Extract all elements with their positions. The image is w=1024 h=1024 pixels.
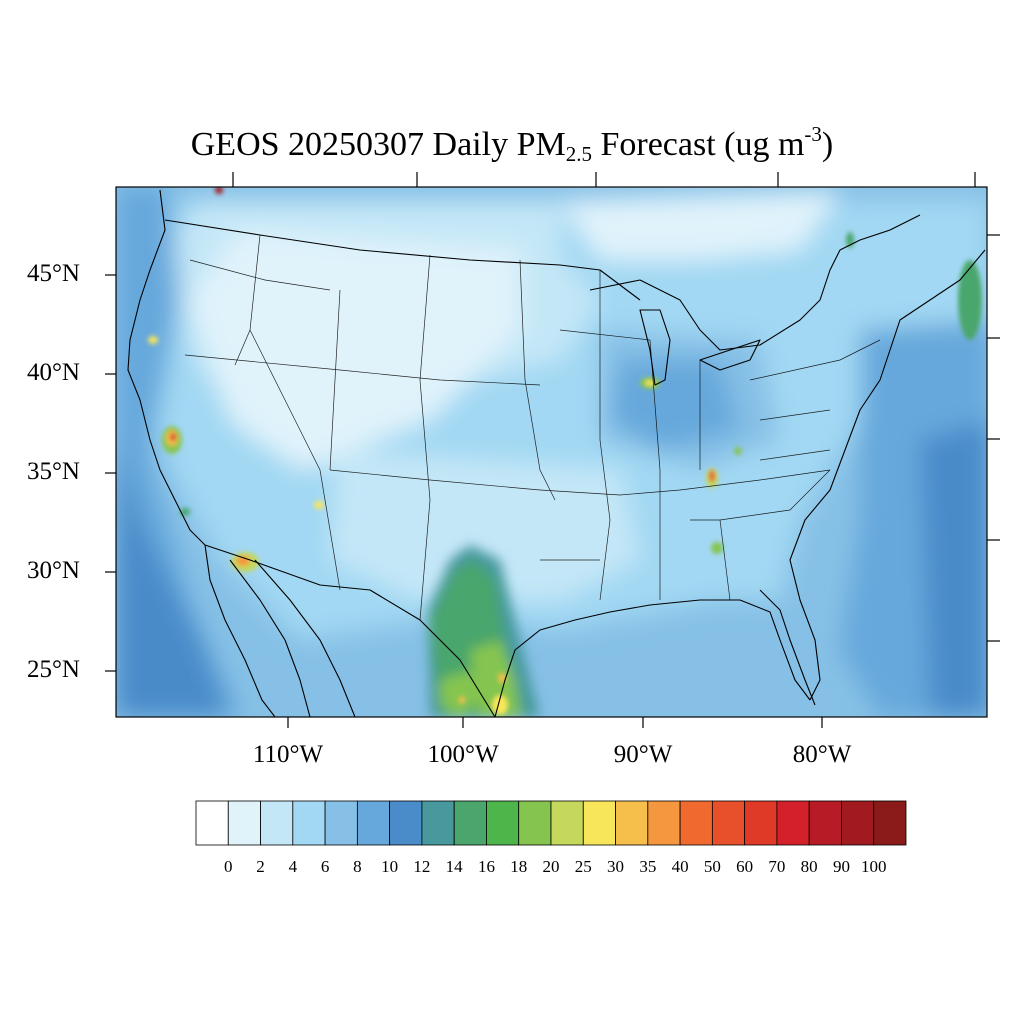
colorbar-swatch [227, 800, 261, 846]
colorbar-tick-label: 20 [542, 857, 560, 876]
colorbar-tick-label: 4 [288, 857, 298, 876]
lat-label-25n: 25°N [26, 656, 80, 683]
map-title: GEOS 20250307 Daily PM2.5 Forecast (ug m… [0, 112, 1024, 176]
colorbar-swatch [421, 800, 455, 846]
colorbar-swatch [615, 800, 649, 846]
colorbar-tick-label: 0 [224, 857, 233, 876]
title-superscript: -3 [804, 122, 822, 146]
colorbar-tick-label: 12 [413, 857, 431, 876]
pm25-field [116, 187, 987, 717]
colorbar-swatch [873, 800, 907, 846]
colorbar-tick-label: 90 [832, 857, 850, 876]
colorbar-tick-label: 100 [860, 857, 887, 876]
colorbar-swatch [808, 800, 842, 846]
lat-label-35n: 35°N [26, 458, 80, 485]
colorbar-swatch [356, 800, 391, 846]
axis-ticks [105, 172, 1000, 728]
colorbar-swatch [582, 800, 616, 846]
colorbar-swatch [776, 800, 810, 846]
colorbar [195, 800, 907, 846]
colorbar-swatch [292, 800, 326, 846]
colorbar-tick-label: 70 [768, 857, 786, 876]
lat-label-40n: 40°N [26, 359, 80, 386]
colorbar-swatch [647, 800, 681, 846]
lat-label-30n: 30°N [26, 557, 80, 584]
colorbar-tick-label: 80 [800, 857, 818, 876]
lon-label-100w: 100°W [427, 741, 499, 768]
colorbar-tick-label: 25 [574, 857, 592, 876]
colorbar-tick-label: 50 [703, 857, 721, 876]
colorbar-swatch [486, 800, 520, 846]
colorbar-swatch [550, 800, 584, 846]
colorbar-tick-label: 2 [256, 857, 265, 876]
title-suffix: ) [821, 126, 834, 163]
colorbar-tick-label: 18 [510, 857, 528, 876]
title-middle: Forecast (ug m [591, 126, 805, 163]
colorbar-swatch [841, 800, 875, 846]
colorbar-tick-label: 30 [607, 857, 625, 876]
lon-label-90w: 90°W [613, 741, 673, 768]
colorbar-swatch [260, 800, 294, 846]
colorbar-tick-label: 6 [320, 857, 330, 876]
colorbar-swatch [453, 800, 487, 846]
colorbar-swatch [195, 800, 229, 846]
colorbar-swatch [744, 800, 778, 846]
colorbar-tick-label: 10 [381, 857, 399, 876]
colorbar-tick-label: 8 [353, 857, 362, 876]
colorbar-tick-label: 16 [477, 857, 495, 876]
colorbar-tick-label: 14 [445, 857, 463, 876]
lon-label-110w: 110°W [252, 741, 324, 768]
colorbar-swatch [389, 800, 423, 846]
colorbar-tick-label: 60 [736, 857, 754, 876]
colorbar-swatch [518, 800, 552, 846]
title-prefix: GEOS 20250307 Daily PM [190, 126, 566, 163]
colorbar-swatch [679, 800, 713, 846]
title-subscript: 2.5 [565, 142, 592, 166]
colorbar-swatch [324, 800, 358, 846]
map-frame [115, 186, 988, 718]
lat-label-45n: 45°N [26, 260, 80, 287]
colorbar-tick-label: 35 [639, 857, 657, 876]
colorbar-swatch [711, 800, 746, 846]
colorbar-tick-label: 40 [671, 857, 689, 876]
lon-label-80w: 80°W [792, 741, 852, 768]
